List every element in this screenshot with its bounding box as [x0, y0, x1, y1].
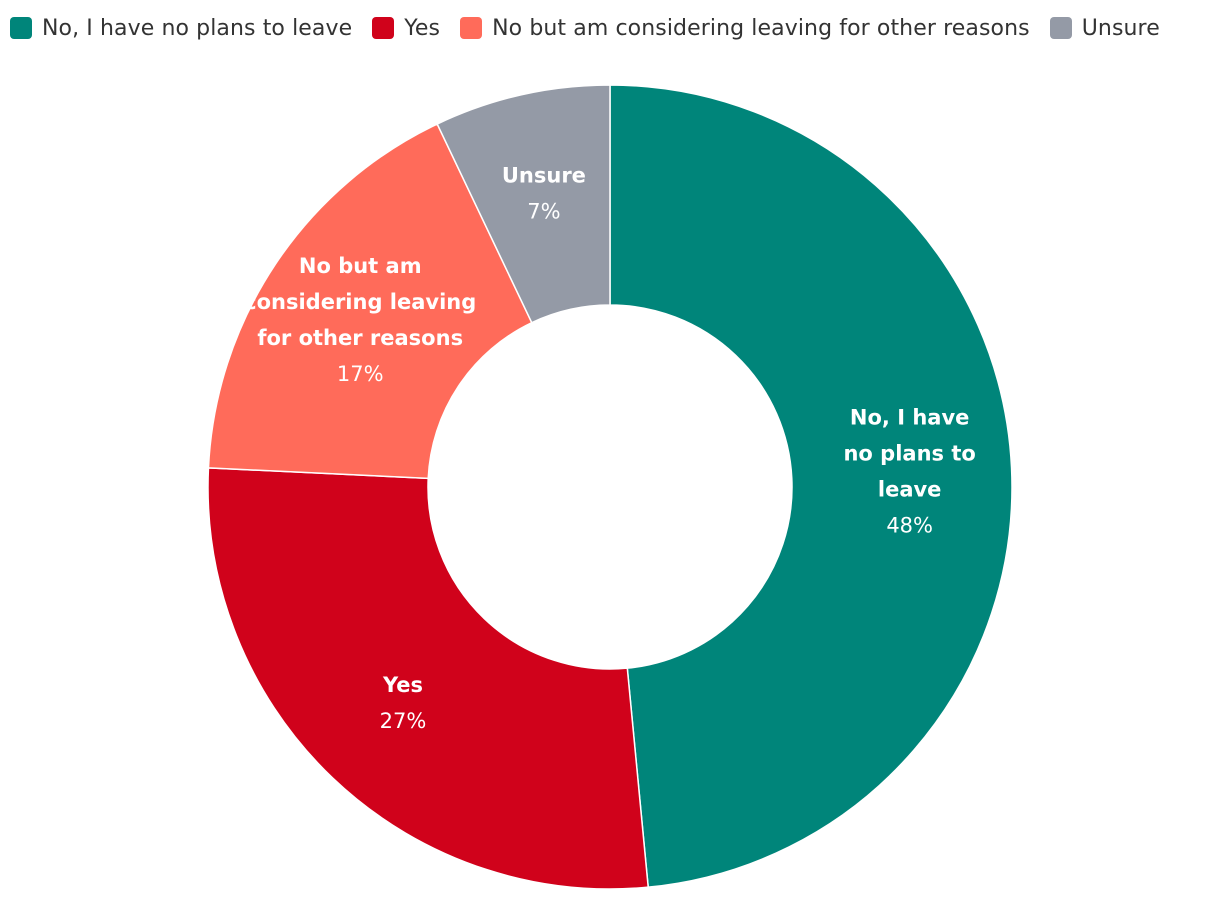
legend-label-no-plans: No, I have no plans to leave [42, 15, 353, 41]
slice-name-no-plans: No, I have [850, 406, 969, 430]
slice-value-no-plans: 48% [886, 514, 933, 538]
slice-yes[interactable] [207, 467, 650, 890]
legend-item-considering[interactable]: No but am considering leaving for other … [460, 16, 1030, 41]
slice-value-yes: 27% [380, 709, 427, 733]
slice-label-no-plans: No, I have no plans to leave 48% [843, 406, 975, 538]
legend-item-yes[interactable]: Yes [372, 16, 440, 41]
legend-label-yes: Yes [404, 15, 441, 41]
slice-name-considering: No but am [299, 254, 422, 278]
legend-swatch-no-plans [10, 17, 32, 39]
slice-name-yes: Yes [382, 673, 423, 697]
legend-label-considering: No but am considering leaving for other … [492, 15, 1030, 41]
slice-name-considering: for other reasons [257, 326, 463, 350]
slice-label-considering: No but am considering leaving for other re… [244, 254, 476, 386]
slice-unsure[interactable] [436, 84, 611, 324]
legend-item-no-plans[interactable]: No, I have no plans to leave [10, 16, 352, 41]
slice-name-unsure: Unsure [502, 163, 586, 187]
slice-no-plans[interactable] [609, 84, 1013, 888]
legend-swatch-unsure [1049, 17, 1072, 39]
slice-label-unsure: Unsure 7% [502, 163, 586, 223]
legend-swatch-considering [460, 17, 483, 39]
legend: No, I have no plans to leave Yes No but … [10, 10, 1180, 46]
legend-swatch-yes [372, 17, 395, 39]
legend-item-unsure[interactable]: Unsure [1049, 15, 1160, 41]
slice-name-no-plans: no plans to [843, 442, 975, 466]
slice-value-unsure: 7% [527, 199, 560, 223]
slice-label-yes: Yes 27% [380, 673, 427, 733]
slice-name-no-plans: leave [878, 478, 942, 502]
legend-label-unsure: Unsure [1081, 15, 1160, 41]
slice-value-considering: 17% [337, 362, 384, 386]
slice-name-considering: considering leaving [244, 290, 476, 314]
slice-considering[interactable] [207, 123, 533, 480]
